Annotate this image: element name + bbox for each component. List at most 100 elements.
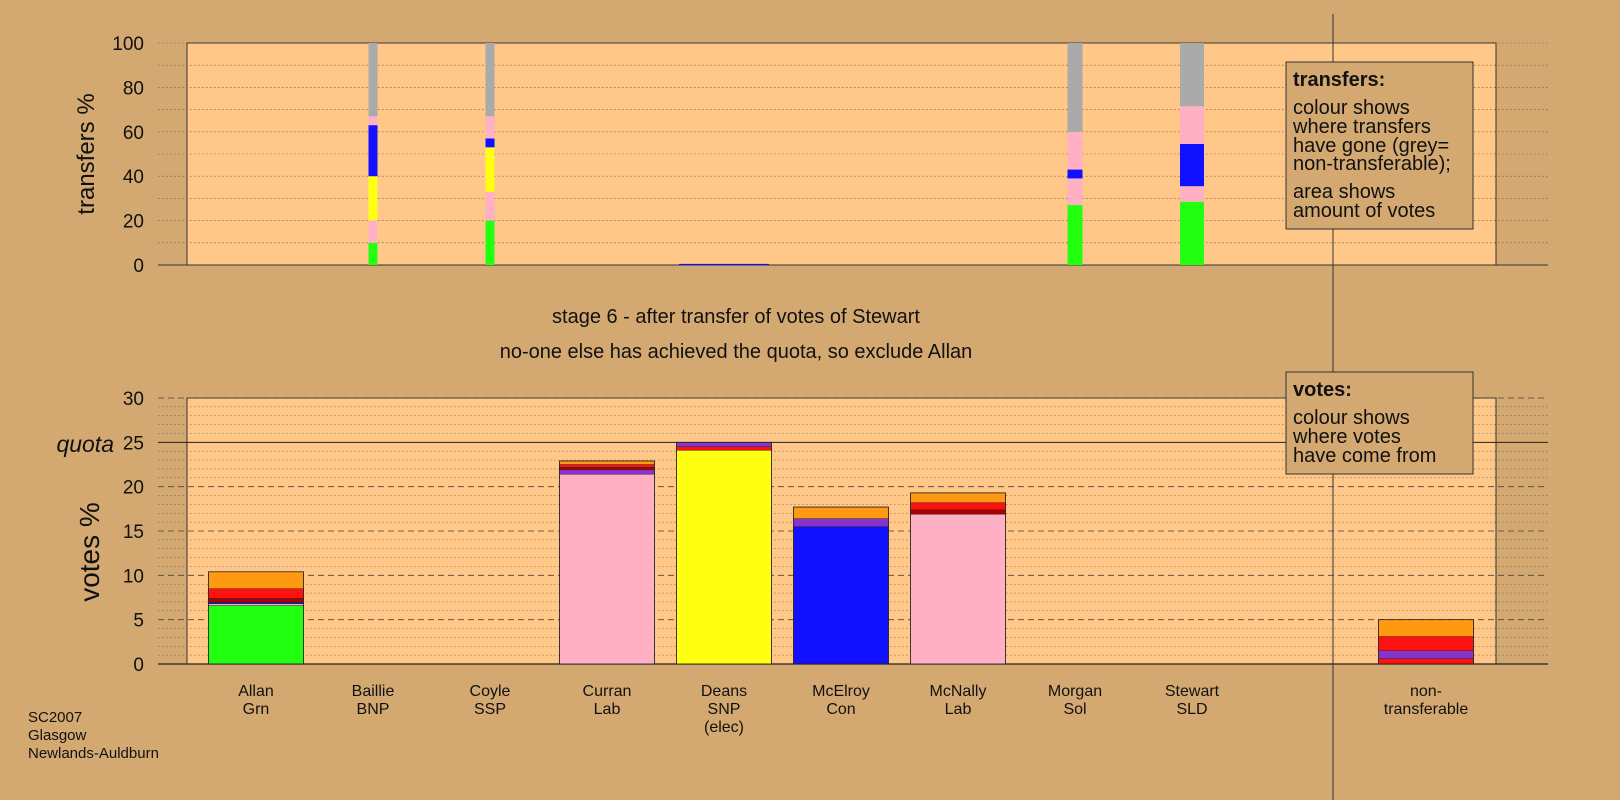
y-tick-label: 80	[123, 78, 144, 99]
category-label: Curran	[583, 683, 632, 700]
y-tick-label: 15	[123, 522, 144, 543]
vote-segment	[559, 469, 655, 475]
transfer-segment	[368, 43, 378, 117]
category-label: non-	[1410, 683, 1442, 700]
transfers-panel: 0 20 40 60 80 100 transfers %	[73, 34, 1548, 277]
transfers-plot-area	[186, 42, 1497, 266]
category-label: Lab	[594, 701, 621, 718]
vote-segment	[676, 442, 772, 447]
category-label: BNP	[357, 701, 390, 718]
vote-segment	[910, 502, 1006, 510]
transfer-segment	[679, 263, 769, 265]
transfers-gridlines	[158, 42, 1548, 266]
vote-segment	[910, 509, 1006, 515]
transfer-segment	[1180, 201, 1204, 265]
vote-bar-outline	[1378, 619, 1474, 665]
vote-segment	[208, 605, 304, 665]
transfers-legend-title: transfers:	[1293, 69, 1385, 91]
footer-caption: SC2007 Glasgow Newlands-Auldburn	[28, 709, 159, 762]
transfer-segment	[1067, 178, 1083, 206]
votes-bars	[208, 441, 1474, 665]
vote-segment	[1378, 658, 1474, 665]
transfer-segment	[485, 191, 495, 221]
transfers-legend-line: have gone (grey=	[1293, 135, 1449, 157]
votes-legend-line: have come from	[1293, 445, 1436, 467]
vote-segment	[910, 513, 1006, 665]
category-label: McNally	[930, 683, 987, 700]
vote-segment	[208, 603, 304, 606]
stage-text: stage 6 - after transfer of votes of Ste…	[552, 306, 920, 328]
transfers-legend-line: where transfers	[1292, 116, 1431, 138]
transfer-segment	[485, 43, 495, 117]
transfers-legend-line: area shows	[1293, 181, 1395, 203]
votes-y-axis-label: votes %	[74, 502, 105, 602]
y-tick-label: 60	[123, 123, 144, 144]
category-label: Allan	[238, 683, 274, 700]
votes-legend: votes: colour shows where votes have com…	[1285, 371, 1474, 475]
y-tick-label: 0	[133, 256, 144, 277]
category-label: McElroy	[812, 683, 870, 700]
category-label: Coyle	[470, 683, 511, 700]
transfers-y-ticks: 0 20 40 60 80 100	[112, 34, 144, 277]
y-tick-label: 10	[123, 566, 144, 587]
transfers-bars	[368, 43, 1204, 265]
category-label: Baillie	[352, 683, 395, 700]
transfer-segment	[368, 116, 378, 126]
vote-bar-outline	[676, 441, 772, 665]
quota-label: quota	[56, 431, 114, 457]
transfer-segment	[1180, 106, 1204, 145]
vote-bar-outline	[910, 492, 1006, 665]
footer-council: Glasgow	[28, 727, 87, 744]
transfers-legend-line: colour shows	[1293, 97, 1410, 119]
footer-ward: Newlands-Auldburn	[28, 745, 159, 762]
decision-text: no-one else has achieved the quota, so e…	[500, 341, 973, 363]
y-tick-label: 25	[123, 433, 144, 454]
transfers-legend-line: non-transferable);	[1293, 153, 1451, 175]
transfers-y-axis-label: transfers %	[73, 93, 100, 214]
category-label: Deans	[701, 683, 747, 700]
transfer-segment	[1067, 131, 1083, 170]
votes-legend-line: colour shows	[1293, 407, 1410, 429]
vote-segment	[1378, 619, 1474, 637]
transfer-segment	[368, 176, 378, 221]
y-tick-label: 20	[123, 478, 144, 499]
transfer-segment	[368, 220, 378, 243]
votes-y-ticks: 0 5 10 15 20 25 30	[123, 389, 144, 676]
transfer-segment	[485, 138, 495, 148]
transfer-segment	[1180, 43, 1204, 107]
vote-segment	[793, 518, 889, 527]
transfer-segment	[1180, 186, 1204, 202]
vote-segment	[793, 526, 889, 665]
category-label: SSP	[474, 701, 506, 718]
y-tick-label: 100	[112, 34, 144, 55]
transfer-segment	[368, 125, 378, 177]
vote-segment	[559, 460, 655, 465]
transfer-segment	[1180, 144, 1204, 187]
vote-segment	[1378, 636, 1474, 651]
transfer-segment	[1067, 43, 1083, 132]
category-label: (elec)	[704, 719, 744, 736]
transfer-segment	[1067, 169, 1083, 179]
transfer-segment	[1067, 205, 1083, 265]
category-label: Lab	[945, 701, 972, 718]
category-label: Morgan	[1048, 683, 1102, 700]
y-tick-label: 30	[123, 389, 144, 410]
footer-election: SC2007	[28, 709, 82, 726]
category-label: Stewart	[1165, 683, 1220, 700]
vote-segment	[208, 588, 304, 599]
transfer-segment	[485, 220, 495, 265]
vote-segment	[559, 466, 655, 471]
category-label: SLD	[1176, 701, 1207, 718]
transfer-segment	[485, 147, 495, 192]
category-label: Con	[826, 701, 855, 718]
vote-segment	[793, 506, 889, 519]
vote-segment	[910, 492, 1006, 503]
y-tick-label: 0	[133, 655, 144, 676]
vote-segment	[208, 571, 304, 589]
vote-segment	[676, 446, 772, 451]
vote-segment	[676, 450, 772, 665]
vote-bar-outline	[793, 506, 889, 665]
category-label: transferable	[1384, 701, 1469, 718]
y-tick-label: 40	[123, 167, 144, 188]
